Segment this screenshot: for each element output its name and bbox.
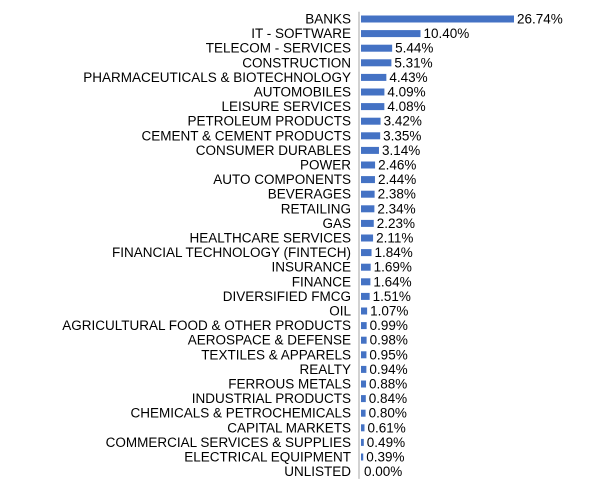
bar: [361, 438, 364, 446]
category-label: PETROLEUM PRODUCTS: [187, 114, 351, 129]
bar: [361, 44, 393, 52]
category-label: AGRICULTURAL FOOD & OTHER PRODUCTS: [62, 318, 351, 333]
category-label: TELECOM - SERVICES: [206, 41, 351, 56]
bar: [361, 73, 387, 81]
bar: [361, 336, 367, 344]
data-label: 5.31%: [394, 55, 432, 70]
bar: [361, 322, 367, 330]
bar: [361, 395, 366, 403]
category-label: PHARMACEUTICALS & BIOTECHNOLOGY: [83, 70, 351, 85]
bar: [361, 205, 375, 213]
category-label: TEXTILES & APPARELS: [201, 347, 351, 362]
data-label: 3.14%: [382, 143, 420, 158]
category-label: CHEMICALS & PETROCHEMICALS: [130, 406, 351, 421]
data-label: 0.80%: [369, 406, 407, 421]
category-label: COMMERCIAL SERVICES & SUPPLIES: [106, 435, 351, 450]
category-label: HEALTHCARE SERVICES: [189, 231, 351, 246]
category-label: GAS: [322, 216, 351, 231]
category-label: AUTOMOBILES: [254, 85, 351, 100]
bar: [361, 176, 375, 184]
bar: [361, 292, 370, 300]
bar: [361, 146, 379, 154]
bar: [361, 219, 374, 227]
bar: [361, 453, 364, 461]
bar: [361, 161, 376, 169]
category-label: CAPITAL MARKETS: [227, 420, 351, 435]
data-label: 0.00%: [364, 464, 402, 479]
category-label: IT - SOFTWARE: [251, 26, 351, 41]
data-label: 2.38%: [378, 187, 416, 202]
category-label: DIVERSIFIED FMCG: [223, 289, 351, 304]
category-label: INDUSTRIAL PRODUCTS: [192, 391, 351, 406]
data-label: 0.61%: [367, 420, 405, 435]
category-label: ELECTRICAL EQUIPMENT: [184, 450, 351, 465]
data-label: 5.44%: [395, 41, 433, 56]
bar: [361, 278, 371, 286]
bar: [361, 103, 385, 111]
data-label: 3.35%: [383, 128, 421, 143]
category-label: UNLISTED: [284, 464, 351, 479]
data-labels-group: 26.74% 10.40%5.44%5.31%4.43%4.09%4.08%3.4…: [364, 12, 563, 480]
data-label: 1.69%: [374, 260, 412, 275]
category-label: CEMENT & CEMENT PRODUCTS: [141, 128, 351, 143]
category-label: BANKS: [305, 12, 351, 27]
data-label: 4.08%: [387, 99, 425, 114]
bar: [361, 409, 366, 417]
data-label: 0.39%: [366, 450, 404, 465]
bar: [361, 132, 381, 140]
bar: [361, 380, 367, 388]
data-label: 2.44%: [378, 172, 416, 187]
bars-group: [361, 15, 514, 461]
bar: [361, 263, 371, 271]
bar: [361, 30, 421, 38]
bar: [361, 88, 385, 96]
bar: [361, 424, 365, 432]
data-label: 2.11%: [376, 231, 413, 246]
category-label: FINANCIAL TECHNOLOGY (FINTECH): [112, 245, 351, 260]
category-label: REALTY: [299, 362, 351, 377]
data-label: 1.64%: [373, 274, 411, 289]
category-label: CONSTRUCTION: [242, 55, 351, 70]
bar: [361, 249, 372, 257]
data-label: 0.99%: [370, 318, 408, 333]
data-label: 2.34%: [377, 201, 415, 216]
category-label: AEROSPACE & DEFENSE: [188, 333, 351, 348]
data-label: 2.46%: [378, 158, 416, 173]
data-label: 0.88%: [369, 377, 407, 392]
data-label: 0.94%: [369, 362, 407, 377]
data-label: 2.23%: [377, 216, 415, 231]
data-label: 1.84%: [375, 245, 413, 260]
data-label: 0.84%: [369, 391, 407, 406]
data-label: 4.09%: [387, 85, 425, 100]
bar: [361, 307, 368, 315]
data-label: 1.51%: [373, 289, 411, 304]
category-label: OIL: [329, 304, 351, 319]
category-label: LEISURE SERVICES: [221, 99, 351, 114]
bar: [361, 365, 367, 373]
category-label: AUTO COMPONENTS: [213, 172, 351, 187]
bar: [361, 15, 514, 23]
category-label: FINANCE: [292, 274, 351, 289]
data-label: 4.43%: [389, 70, 427, 85]
data-label: 0.49%: [367, 435, 405, 450]
bar: [361, 59, 392, 67]
category-label: CONSUMER DURABLES: [196, 143, 351, 158]
data-label: 0.95%: [369, 347, 407, 362]
data-label: 0.98%: [370, 333, 408, 348]
category-label: BEVERAGES: [268, 187, 351, 202]
bar: [361, 234, 374, 242]
category-label: RETAILING: [281, 201, 351, 216]
data-label: 1.07%: [370, 304, 408, 319]
data-label: 3.42%: [384, 114, 422, 129]
data-label: 26.74%: [517, 12, 563, 27]
category-label: FERROUS METALS: [228, 377, 351, 392]
category-label: POWER: [300, 158, 351, 173]
bar: [361, 117, 381, 125]
category-label: INSURANCE: [271, 260, 351, 275]
bar: [361, 190, 375, 198]
bar: [361, 351, 367, 359]
data-label: 10.40%: [424, 26, 470, 41]
